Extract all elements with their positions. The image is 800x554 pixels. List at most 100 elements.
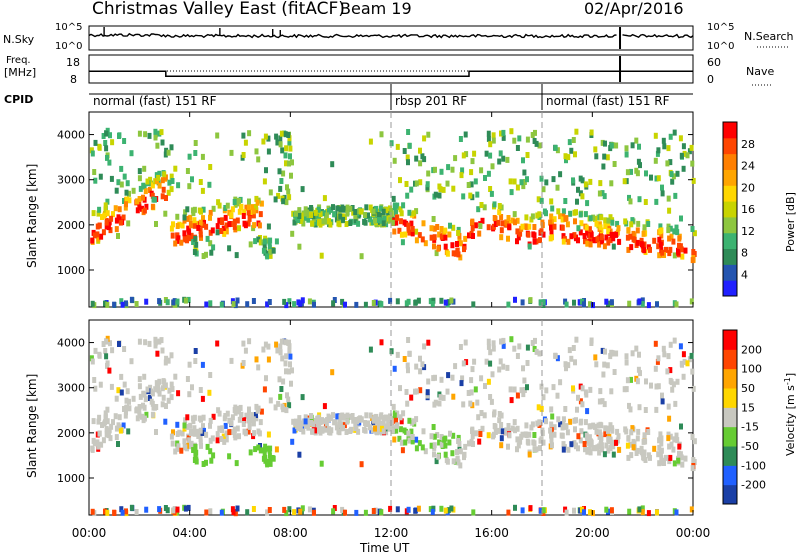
range-gate-cell [137, 130, 142, 137]
range-gate-cell [646, 429, 651, 435]
range-gate-cell [160, 193, 165, 200]
range-gate-cell [544, 179, 549, 186]
range-gate-cell [453, 250, 458, 257]
range-gate-cell [247, 198, 251, 205]
range-gate-cell [90, 150, 95, 157]
range-gate-cell [217, 202, 222, 209]
range-gate-cell [282, 298, 287, 305]
range-gate-cell [587, 226, 592, 233]
range-gate-cell [648, 246, 652, 253]
range-gate-cell [243, 347, 248, 354]
range-gate-cell [462, 454, 466, 461]
range-gate-cell [550, 413, 555, 420]
range-gate-cell [390, 427, 395, 434]
range-gate-cell [344, 429, 349, 435]
range-gate-cell [254, 403, 259, 410]
colorbar-step [723, 122, 737, 139]
range-gate-cell [430, 300, 435, 307]
range-gate-cell [603, 217, 608, 224]
range-gate-cell [667, 235, 672, 242]
range-gate-cell [116, 233, 120, 239]
range-gate-cell [595, 444, 600, 451]
range-gate-cell [285, 392, 289, 399]
range-gate-cell [563, 406, 568, 412]
range-gate-cell [614, 350, 619, 357]
range-gate-cell [332, 419, 337, 426]
range-gate-cell [335, 413, 340, 420]
range-gate-cell [626, 435, 631, 442]
range-gate-cell [571, 177, 575, 184]
range-gate-cell [525, 176, 529, 183]
range-gate-cell [630, 350, 635, 357]
range-gate-cell [215, 340, 220, 347]
range-gate-cell [227, 209, 232, 216]
range-gate-cell [480, 217, 485, 224]
range-gate-cell [672, 460, 677, 467]
range-gate-cell [135, 207, 140, 214]
range-gate-cell [200, 153, 205, 160]
colorbar-step [723, 407, 737, 428]
range-gate-cell [114, 425, 119, 432]
range-gate-cell [624, 151, 629, 158]
range-gate-cell [600, 139, 605, 146]
range-gate-cell [164, 355, 169, 362]
range-gate-cell [445, 180, 450, 187]
range-gate-cell [281, 406, 286, 413]
range-gate-cell [628, 406, 633, 413]
range-gate-cell [414, 363, 419, 370]
range-gate-cell [259, 200, 264, 207]
range-gate-cell [473, 178, 478, 185]
range-gate-cell [614, 231, 618, 238]
range-gate-cell [588, 509, 592, 516]
range-gate-cell [157, 182, 162, 189]
range-gate-cell [392, 365, 397, 372]
range-gate-cell [204, 223, 209, 230]
range-gate-cell [131, 187, 136, 194]
range-gate-cell [321, 426, 326, 433]
range-gate-cell [561, 208, 566, 215]
range-gate-cell [672, 252, 677, 259]
range-gate-cell [579, 298, 584, 305]
range-gate-cell [235, 505, 240, 512]
range-gate-cell [418, 147, 422, 154]
range-gate-cell [356, 220, 361, 227]
range-gate-cell [453, 363, 458, 370]
range-gate-cell [141, 194, 145, 201]
range-gate-cell [394, 214, 399, 221]
range-gate-cell [637, 298, 642, 305]
range-gate-cell [153, 342, 158, 349]
range-gate-cell [321, 218, 326, 225]
range-gate-cell [488, 141, 493, 148]
range-gate-cell [421, 220, 426, 227]
range-gate-cell [185, 414, 190, 421]
range-gate-cell [154, 429, 158, 435]
range-gate-cell [589, 439, 594, 446]
range-gate-cell [247, 215, 252, 222]
range-gate-cell [374, 205, 379, 212]
range-gate-cell [671, 381, 676, 388]
range-gate-cell [282, 402, 287, 409]
range-gate-cell [258, 447, 263, 454]
range-gate-cell [267, 452, 272, 459]
range-gate-cell [122, 381, 127, 388]
y-tick-label: 1000 [57, 264, 85, 277]
range-gate-cell [340, 506, 345, 513]
range-gate-cell [167, 387, 172, 394]
range-gate-cell [395, 143, 400, 150]
range-gate-cell [109, 175, 114, 182]
range-gate-cell [157, 338, 162, 345]
range-gate-cell [672, 129, 677, 136]
range-gate-cell [150, 400, 155, 407]
range-gate-cell [398, 218, 403, 225]
range-gate-cell [187, 229, 192, 236]
range-gate-cell [284, 199, 289, 206]
range-gate-cell [117, 341, 121, 347]
range-gate-cell [119, 298, 124, 305]
colorbar-tick-label: -15 [741, 421, 759, 434]
range-gate-cell [400, 239, 405, 246]
range-gate-cell [105, 301, 110, 308]
range-gate-cell [122, 138, 127, 144]
range-gate-cell [662, 143, 667, 150]
range-gate-cell [219, 436, 224, 442]
